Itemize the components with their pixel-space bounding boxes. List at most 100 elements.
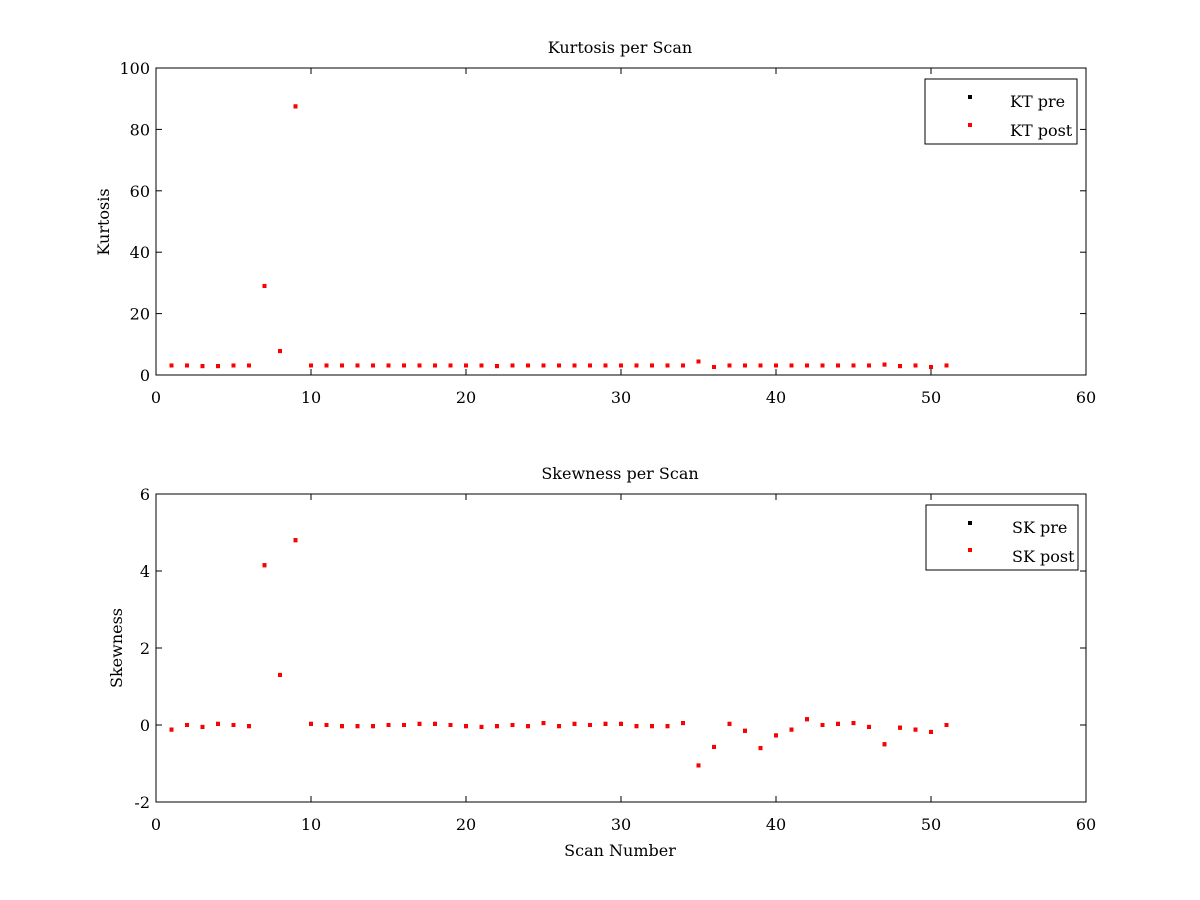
skewness-point-post — [851, 721, 856, 726]
kurtosis-point-post — [541, 363, 546, 368]
kurtosis-legend-box — [924, 78, 1078, 145]
kurtosis-y-tick-label: 20 — [130, 305, 150, 324]
kurtosis-legend: KT pre KT post — [924, 78, 1078, 145]
kurtosis-point-post — [712, 365, 716, 370]
kurtosis-point-post — [278, 349, 282, 354]
kurtosis-point-post — [882, 362, 887, 367]
skewness-legend-label-pre: SK pre — [1012, 518, 1067, 537]
skewness-point-post — [867, 724, 871, 729]
skewness-point-post — [293, 538, 298, 543]
skewness-point-post — [262, 563, 267, 568]
skewness-x-tick-label: 40 — [766, 815, 786, 834]
kurtosis-point-post — [293, 104, 298, 109]
kurtosis-x-tick-label: 20 — [456, 388, 476, 407]
skewness-point-post — [898, 725, 902, 730]
kurtosis-x-tick-label: 50 — [921, 388, 941, 407]
skewness-legend-marker-post — [968, 548, 972, 552]
kurtosis-point-post — [619, 363, 623, 368]
skewness-point-post — [417, 721, 422, 726]
kurtosis-subplot: Kurtosis per Scan 0 10 20 30 40 50 60 0 20 40 60 80… — [94, 38, 1096, 407]
skewness-legend-marker-pre — [968, 521, 972, 525]
kurtosis-point-post — [929, 365, 933, 370]
skewness-point-post — [386, 723, 391, 727]
kurtosis-y-axis-label: Kurtosis — [94, 188, 113, 255]
kurtosis-point-post — [681, 363, 685, 368]
skewness-point-post — [774, 733, 778, 738]
kurtosis-point-post — [262, 283, 267, 288]
skewness-x-tick-label: 0 — [151, 815, 161, 834]
skewness-data-points — [169, 538, 949, 768]
kurtosis-point-post — [805, 363, 809, 368]
skewness-ticks — [155, 493, 1087, 803]
skewness-x-tick-label: 50 — [921, 815, 941, 834]
skewness-y-tick-label: 2 — [140, 639, 150, 658]
kurtosis-y-tick-label: 80 — [130, 120, 150, 139]
skewness-point-post — [231, 723, 236, 727]
kurtosis-point-post — [526, 363, 530, 368]
kurtosis-x-tick-label: 30 — [611, 388, 631, 407]
kurtosis-point-post — [185, 363, 189, 368]
skewness-point-post — [541, 721, 546, 726]
kurtosis-point-post — [650, 363, 654, 368]
kurtosis-point-post — [743, 363, 747, 368]
skewness-point-post — [712, 744, 716, 749]
skewness-legend-box — [925, 504, 1079, 571]
kurtosis-y-tick-label: 40 — [130, 243, 150, 262]
kurtosis-point-post — [200, 364, 205, 369]
kurtosis-legend-label-pre: KT pre — [1010, 92, 1065, 111]
kurtosis-y-tick-label: 60 — [130, 182, 150, 201]
kurtosis-point-post — [603, 363, 608, 368]
skewness-point-post — [588, 723, 592, 727]
skewness-point-post — [650, 724, 654, 729]
skewness-x-tick-label: 30 — [611, 815, 631, 834]
kurtosis-x-tick-label: 10 — [301, 388, 321, 407]
kurtosis-point-post — [216, 364, 220, 369]
skewness-point-post — [200, 724, 205, 729]
skewness-point-post — [309, 721, 313, 726]
skewness-point-post — [510, 723, 515, 727]
skewness-point-post — [572, 721, 577, 726]
skewness-point-post — [789, 727, 794, 732]
kurtosis-point-post — [588, 363, 592, 368]
kurtosis-point-post — [479, 363, 484, 368]
kurtosis-chart-title: Kurtosis per Scan — [548, 38, 692, 57]
kurtosis-point-post — [836, 363, 840, 368]
kurtosis-point-post — [944, 363, 949, 368]
skewness-point-post — [929, 729, 933, 734]
kurtosis-x-tick-label: 0 — [151, 388, 161, 407]
skewness-point-post — [216, 721, 220, 726]
kurtosis-point-post — [231, 363, 236, 368]
skewness-point-post — [495, 724, 499, 729]
kurtosis-point-post — [557, 363, 561, 368]
kurtosis-point-post — [169, 363, 174, 368]
skewness-point-post — [278, 672, 282, 677]
skewness-point-post — [340, 724, 344, 729]
kurtosis-legend-label-post: KT post — [1010, 121, 1073, 140]
skewness-x-axis-label: Scan Number — [564, 841, 676, 860]
kurtosis-point-post — [898, 364, 902, 369]
kurtosis-point-post — [495, 364, 499, 369]
skewness-point-post — [681, 721, 685, 726]
kurtosis-point-post — [464, 363, 468, 368]
kurtosis-tick-labels: 0 10 20 30 40 50 60 0 20 40 60 80 100 — [119, 59, 1096, 407]
skewness-point-post — [743, 728, 747, 733]
kurtosis-legend-marker-post — [968, 123, 972, 127]
kurtosis-x-tick-label: 60 — [1076, 388, 1096, 407]
kurtosis-point-post — [913, 363, 918, 368]
kurtosis-ticks — [155, 67, 1087, 376]
skewness-x-tick-label: 20 — [456, 815, 476, 834]
kurtosis-point-post — [851, 363, 856, 368]
kurtosis-x-tick-label: 40 — [766, 388, 786, 407]
kurtosis-point-post — [572, 363, 577, 368]
skewness-point-post — [526, 724, 530, 729]
skewness-point-post — [944, 723, 949, 727]
skewness-y-axis-label: Skewness — [107, 608, 126, 688]
skewness-point-post — [758, 746, 763, 751]
skewness-point-post — [805, 717, 809, 722]
kurtosis-point-post — [340, 363, 344, 368]
kurtosis-point-post — [309, 363, 313, 368]
skewness-point-post — [355, 724, 360, 729]
kurtosis-point-post — [417, 363, 422, 368]
skewness-point-post — [820, 723, 825, 727]
